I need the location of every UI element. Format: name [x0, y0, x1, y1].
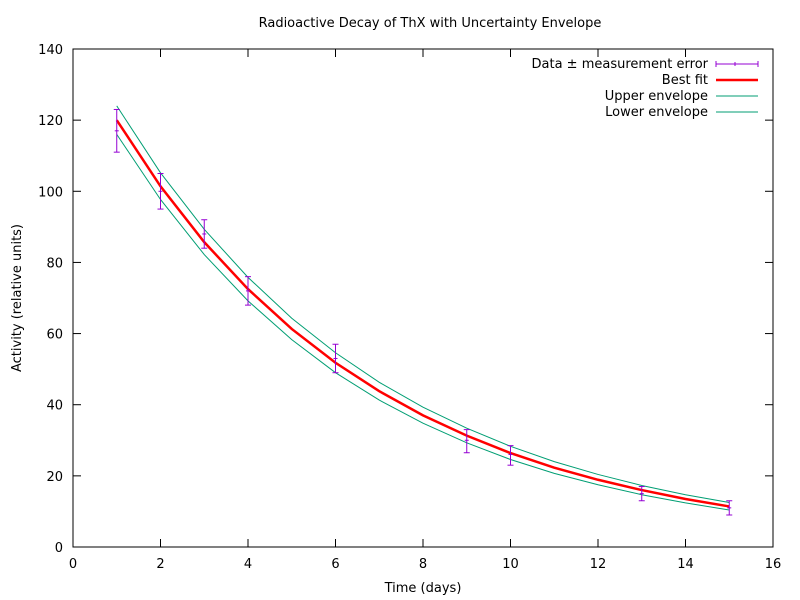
x-tick-label: 2	[156, 557, 164, 572]
data-point	[507, 445, 514, 466]
data-point	[463, 429, 470, 454]
legend-label: Lower envelope	[605, 105, 708, 120]
x-tick-label: 4	[244, 557, 252, 572]
data-point	[157, 173, 164, 210]
y-tick-label: 40	[46, 399, 63, 414]
data-point	[113, 108, 120, 153]
data-point	[245, 276, 251, 306]
x-tick-label: 0	[69, 557, 77, 572]
y-tick-label: 140	[38, 43, 63, 58]
legend-entry: Best fit	[662, 73, 758, 88]
legend-label: Upper envelope	[605, 89, 708, 104]
x-tick-labels: 0 2 4 6 8 10 12 14 16	[69, 557, 781, 572]
legend-entry: Lower envelope	[605, 105, 758, 120]
y-tick-label: 60	[46, 328, 63, 343]
upper-envelope-line	[116, 105, 730, 504]
legend-entry: Data ± measurement error	[532, 57, 759, 72]
legend-entry: Upper envelope	[605, 89, 758, 104]
series-layer	[113, 105, 733, 516]
axis-ticks	[72, 48, 774, 548]
x-tick-label: 6	[331, 557, 339, 572]
y-tick-label: 0	[55, 541, 63, 556]
chart-title: Radioactive Decay of ThX with Uncertaint…	[259, 16, 602, 31]
y-axis-title: Activity (relative units)	[10, 224, 25, 372]
x-tick-label: 8	[419, 557, 427, 572]
y-tick-label: 120	[38, 114, 63, 129]
data-point	[201, 219, 208, 249]
y-tick-label: 100	[38, 185, 63, 200]
data-point	[332, 343, 339, 374]
best-fit-line	[115, 119, 730, 508]
x-tick-label: 12	[590, 557, 607, 572]
y-tick-label: 20	[46, 470, 63, 485]
x-tick-label: 10	[502, 557, 519, 572]
y-tick-label: 80	[46, 256, 63, 271]
lower-envelope-line	[116, 134, 730, 511]
data-point	[638, 486, 645, 502]
legend-label: Data ± measurement error	[532, 57, 709, 72]
y-tick-labels: 0 20 40 60 80 100 120 140	[38, 43, 63, 556]
data-point	[726, 500, 733, 516]
data-errorbars	[113, 108, 733, 516]
x-tick-label: 16	[765, 557, 782, 572]
plot-frame	[72, 48, 774, 548]
x-axis-title: Time (days)	[384, 581, 462, 596]
legend-label: Best fit	[662, 73, 708, 88]
x-tick-label: 14	[677, 557, 694, 572]
